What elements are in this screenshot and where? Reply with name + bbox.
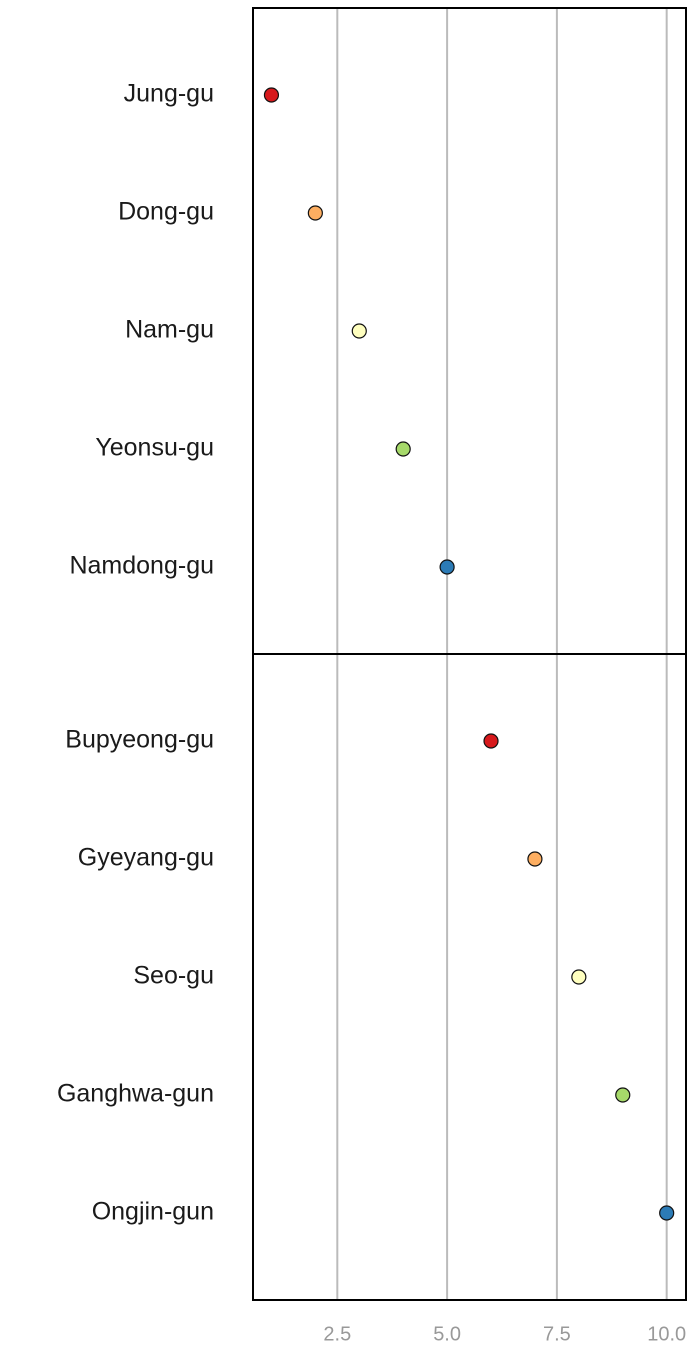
x-tick-label: 2.5 <box>323 1323 351 1345</box>
panel-border <box>252 7 687 655</box>
category-label: Bupyeong-gu <box>65 726 214 754</box>
category-label: Yeonsu-gu <box>95 434 214 462</box>
category-label: Seo-gu <box>133 962 214 990</box>
dot <box>615 1087 631 1103</box>
x-tick-label: 7.5 <box>543 1323 571 1345</box>
dot <box>263 87 280 103</box>
category-label: Ganghwa-gun <box>57 1080 214 1108</box>
category-label: Dong-gu <box>118 198 214 226</box>
category-label: Nam-gu <box>125 316 214 344</box>
dot <box>527 851 543 867</box>
dot <box>351 323 367 339</box>
category-label: Namdong-gu <box>69 552 214 580</box>
category-label: Ongjin-gun <box>92 1198 214 1226</box>
dot <box>439 559 455 575</box>
category-label: Gyeyang-gu <box>78 844 214 872</box>
dot <box>483 733 499 749</box>
panel-border <box>252 653 687 1301</box>
dot <box>571 969 587 985</box>
dot <box>659 1205 675 1221</box>
category-label: Jung-gu <box>124 80 214 108</box>
x-tick-label: 10.0 <box>647 1323 686 1345</box>
dot <box>395 441 411 457</box>
dot <box>307 205 323 221</box>
x-tick-label: 5.0 <box>433 1323 461 1345</box>
